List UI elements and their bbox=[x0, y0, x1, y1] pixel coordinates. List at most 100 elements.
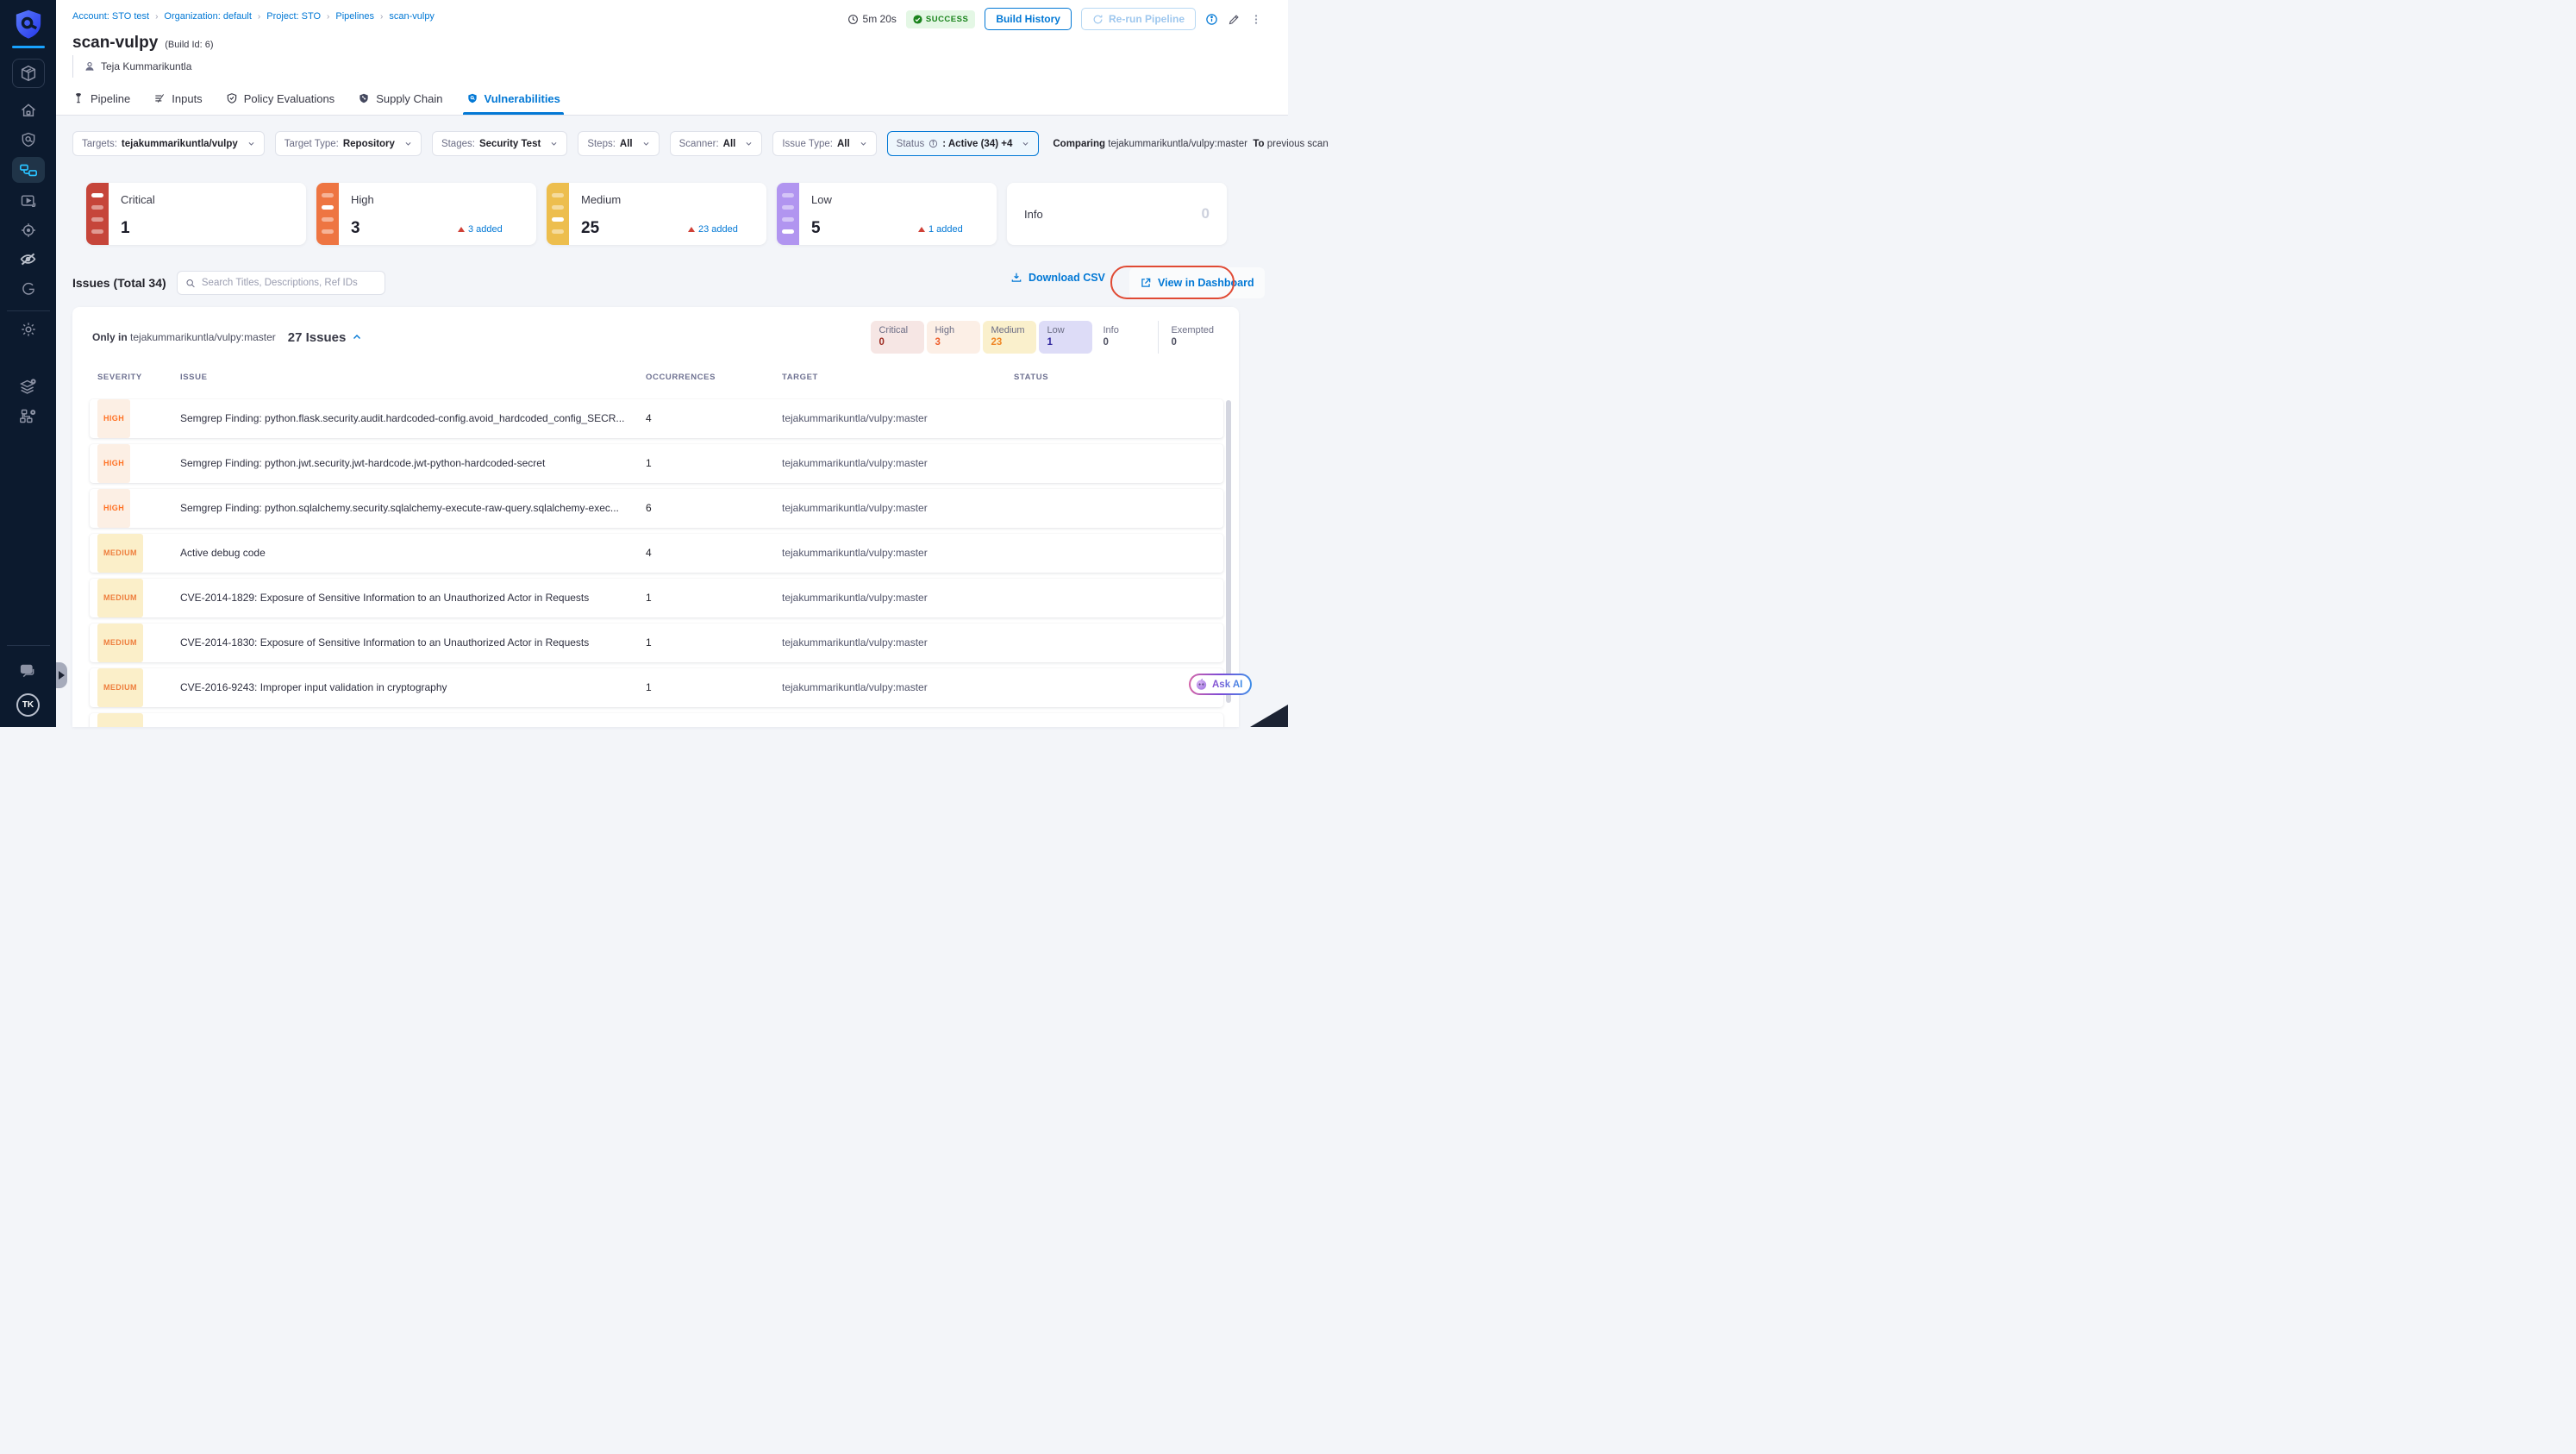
main-area: Account: STO test › Organization: defaul… bbox=[56, 0, 1329, 727]
breadcrumb-organization[interactable]: Organization: default bbox=[164, 11, 252, 22]
edit-pencil-icon[interactable] bbox=[1228, 13, 1241, 26]
severity-card-medium[interactable]: Medium 25 23 added bbox=[547, 183, 766, 245]
chevron-down-icon bbox=[1022, 142, 1029, 146]
filter-stages[interactable]: Stages: Security Test bbox=[431, 131, 568, 156]
download-icon bbox=[1011, 273, 1022, 282]
breadcrumb-current[interactable]: scan-vulpy bbox=[389, 11, 435, 22]
sidebar-item-targets[interactable] bbox=[12, 218, 45, 241]
logo-underline bbox=[11, 46, 45, 48]
pill-exempted[interactable]: Exempted 0 bbox=[1158, 321, 1222, 354]
user-avatar[interactable]: TK bbox=[16, 693, 40, 717]
search-icon bbox=[186, 279, 195, 287]
sidebar-item-test-targets[interactable] bbox=[12, 128, 45, 151]
pill-info[interactable]: Info 0 bbox=[1103, 325, 1119, 348]
pill-medium[interactable]: Medium 23 bbox=[983, 321, 1037, 354]
severity-card-high[interactable]: High 3 3 added bbox=[316, 183, 536, 245]
filter-scanner[interactable]: Scanner: All bbox=[669, 131, 763, 156]
info-icon bbox=[929, 139, 938, 148]
table-row[interactable]: MEDIUM CVE-2014-1829: Exposure of Sensit… bbox=[90, 579, 1223, 617]
table-row[interactable]: MEDIUM CVE-2014-1830: Exposure of Sensit… bbox=[90, 624, 1223, 662]
module-selector[interactable] bbox=[11, 59, 45, 88]
kebab-menu-icon[interactable] bbox=[1250, 13, 1262, 26]
table-row[interactable]: MEDIUM CVE-2016-9243: Improper input val… bbox=[90, 668, 1223, 707]
sidebar-item-home[interactable] bbox=[12, 98, 45, 122]
severity-card-info[interactable]: Info 0 bbox=[1007, 183, 1227, 245]
table-row[interactable]: HIGH Semgrep Finding: python.flask.secur… bbox=[90, 399, 1223, 438]
tab-supply-chain[interactable]: Supply Chain bbox=[358, 82, 443, 115]
chevron-down-icon bbox=[860, 142, 866, 146]
breadcrumb-pipelines[interactable]: Pipelines bbox=[335, 11, 375, 22]
pipeline-tab-icon bbox=[76, 93, 81, 103]
tab-vulnerabilities[interactable]: Vulnerabilities bbox=[462, 82, 565, 115]
sidebar-expand-handle[interactable] bbox=[56, 662, 67, 688]
breadcrumb-account[interactable]: Account: STO test bbox=[72, 11, 150, 22]
sidebar-item-pipelines[interactable] bbox=[11, 157, 45, 183]
sidebar-item-settings[interactable] bbox=[12, 317, 45, 341]
info-icon[interactable] bbox=[1205, 13, 1218, 26]
table-row[interactable]: HIGH Semgrep Finding: python.sqlalchemy.… bbox=[90, 489, 1223, 528]
cube-module-icon bbox=[19, 64, 38, 83]
table-row[interactable]: HIGH Semgrep Finding: python.jwt.securit… bbox=[90, 444, 1223, 483]
rerun-pipeline-button[interactable]: Re-run Pipeline bbox=[1080, 8, 1196, 30]
added-delta: 3 added bbox=[458, 224, 503, 235]
pill-low[interactable]: Low 1 bbox=[1039, 321, 1093, 354]
issues-search[interactable] bbox=[177, 271, 385, 295]
severity-gauge-icon bbox=[86, 183, 109, 245]
layers-gear-icon bbox=[20, 379, 36, 394]
table-scrollbar[interactable] bbox=[1226, 400, 1231, 703]
breadcrumb-separator: › bbox=[257, 11, 261, 22]
hierarchy-gear-icon bbox=[20, 409, 36, 423]
occurrences: 1 bbox=[646, 457, 652, 469]
target: tejakummarikuntla/vulpy:master bbox=[782, 636, 928, 649]
issue-title: CVE-2014-1830: Exposure of Sensitive Inf… bbox=[180, 636, 590, 649]
clock-icon bbox=[847, 14, 858, 24]
tab-inputs[interactable]: Inputs bbox=[153, 82, 203, 115]
severity-badge: MEDIUM bbox=[97, 579, 143, 617]
search-input[interactable] bbox=[201, 278, 377, 288]
breadcrumb: Account: STO test › Organization: defaul… bbox=[72, 11, 435, 22]
table-header: SEVERITY ISSUE OCCURRENCES TARGET STATUS bbox=[97, 373, 1049, 382]
breadcrumb-separator: › bbox=[380, 11, 384, 22]
chat-help-icon: ? bbox=[20, 664, 34, 678]
sidebar-item-default-settings[interactable] bbox=[12, 375, 45, 398]
filter-status[interactable]: Status : Active (34) +4 bbox=[886, 131, 1040, 156]
occurrences: 1 bbox=[646, 681, 652, 693]
breadcrumb-project[interactable]: Project: STO bbox=[266, 11, 322, 22]
sidebar-bottom-divider bbox=[6, 645, 50, 646]
up-triangle-icon bbox=[458, 227, 465, 232]
filter-issue-type[interactable]: Issue Type: All bbox=[772, 131, 877, 156]
check-circle-icon bbox=[913, 14, 922, 24]
ask-ai-button[interactable]: Ask AI bbox=[1189, 674, 1253, 695]
view-in-dashboard-button[interactable]: View in Dashboard bbox=[1129, 267, 1265, 298]
table-row[interactable]: MEDIUM Active debug code 4 tejakummariku… bbox=[90, 534, 1223, 573]
sidebar-item-executions[interactable] bbox=[12, 189, 45, 212]
breadcrumb-separator: › bbox=[327, 11, 330, 22]
tab-policy-evaluations[interactable]: Policy Evaluations bbox=[226, 82, 335, 115]
sidebar-item-org-settings[interactable] bbox=[12, 404, 45, 428]
status-badge: SUCCESS bbox=[905, 9, 976, 28]
table-row[interactable]: MEDIUM bbox=[90, 713, 1223, 727]
pill-critical[interactable]: Critical 0 bbox=[871, 321, 925, 354]
left-nav-sidebar: ? TK bbox=[0, 0, 56, 727]
shield-check-icon bbox=[227, 93, 236, 103]
sidebar-item-help[interactable]: ? bbox=[12, 660, 45, 683]
inputs-tab-icon bbox=[155, 94, 165, 103]
group-issue-count[interactable]: 27 Issues bbox=[288, 330, 363, 345]
sto-shield-logo[interactable] bbox=[14, 9, 43, 40]
filter-steps[interactable]: Steps: All bbox=[578, 131, 660, 156]
occurrences: 4 bbox=[646, 547, 652, 559]
duration: 5m 20s bbox=[847, 13, 897, 25]
issue-title: CVE-2014-1829: Exposure of Sensitive Inf… bbox=[180, 592, 590, 604]
filter-target-type[interactable]: Target Type: Repository bbox=[274, 131, 422, 156]
sidebar-item-monitored-services[interactable] bbox=[12, 277, 45, 300]
sidebar-item-exemptions[interactable] bbox=[12, 248, 45, 271]
filter-targets[interactable]: Targets: tejakummarikuntla/vulpy bbox=[72, 131, 265, 156]
tab-pipeline[interactable]: Pipeline bbox=[72, 82, 130, 115]
build-history-button[interactable]: Build History bbox=[985, 8, 1072, 30]
severity-gauge-icon bbox=[777, 183, 799, 245]
severity-card-critical[interactable]: Critical 1 bbox=[86, 183, 306, 245]
download-csv-button[interactable]: Download CSV bbox=[1010, 272, 1105, 284]
severity-card-low[interactable]: Low 5 1 added bbox=[777, 183, 997, 245]
breadcrumb-separator: › bbox=[155, 11, 159, 22]
pill-high[interactable]: High 3 bbox=[927, 321, 981, 354]
